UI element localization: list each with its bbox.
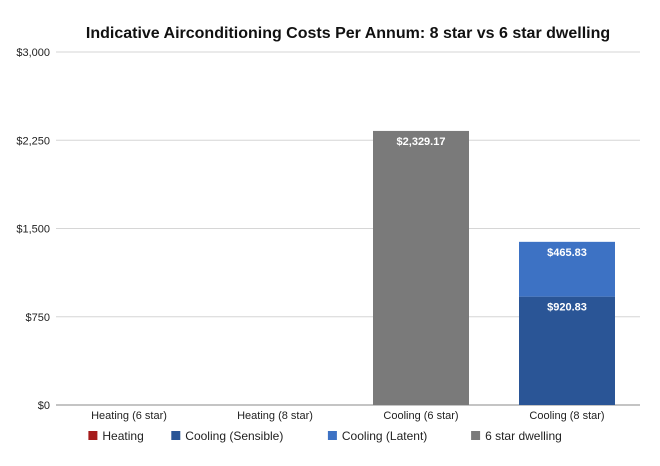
legend-label: Heating: [102, 429, 143, 443]
data-label: $465.83: [547, 247, 587, 259]
bar-segment: [373, 130, 469, 405]
legend-label: Cooling (Sensible): [185, 429, 283, 443]
x-tick-label: Heating (8 star): [237, 410, 313, 422]
y-tick-label: $3,000: [16, 47, 50, 59]
legend: Heating Cooling (Sensible) Cooling (Latent…: [88, 429, 562, 443]
legend-label: Cooling (Latent): [342, 429, 427, 443]
bar-layer: [373, 130, 615, 405]
y-tick-label: $0: [38, 400, 50, 412]
x-tick-label: Heating (6 star): [91, 410, 167, 422]
x-tick-label: Cooling (6 star): [383, 410, 458, 422]
axis-layer: $0 $750 $1,500 $2,250 $3,000 Heating (6 star)…: [16, 47, 604, 422]
y-tick-label: $1,500: [16, 224, 50, 236]
bar-segment: [519, 296, 615, 405]
data-label-layer: $920.83 $465.83 $2,329.17: [397, 136, 587, 314]
y-tick-label: $750: [26, 312, 50, 324]
chart-title: Indicative Airconditioning Costs Per Ann…: [86, 25, 610, 42]
data-label: $920.83: [547, 302, 587, 314]
data-label: $2,329.17: [397, 136, 446, 148]
legend-swatch: [171, 431, 181, 440]
legend-swatch: [471, 431, 481, 440]
x-tick-label: Cooling (8 star): [529, 410, 604, 422]
bar-segment: [519, 241, 615, 297]
y-tick-label: $2,250: [16, 135, 50, 147]
legend-swatch: [88, 431, 98, 440]
legend-swatch: [327, 431, 337, 440]
legend-label: 6 star dwelling: [485, 429, 562, 443]
